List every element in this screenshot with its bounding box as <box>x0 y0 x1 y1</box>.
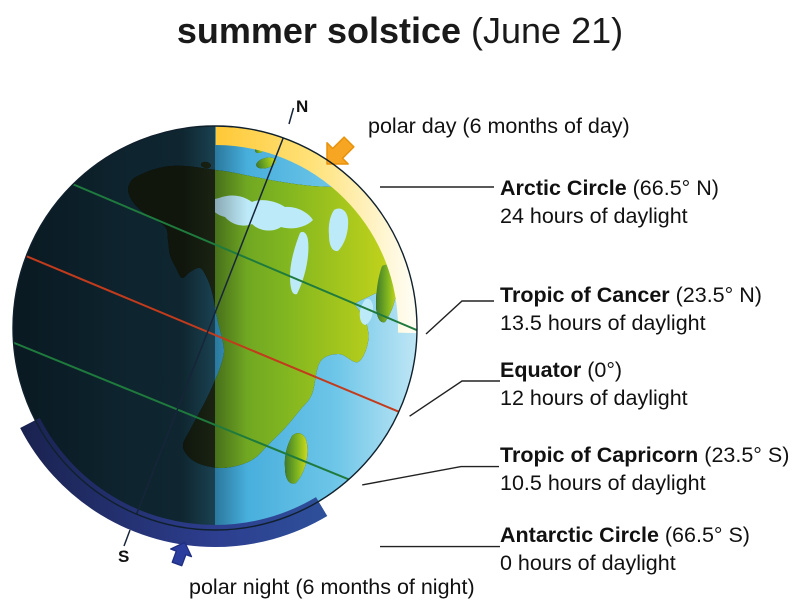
svg-text:N: N <box>296 97 308 116</box>
svg-text:S: S <box>118 547 129 566</box>
